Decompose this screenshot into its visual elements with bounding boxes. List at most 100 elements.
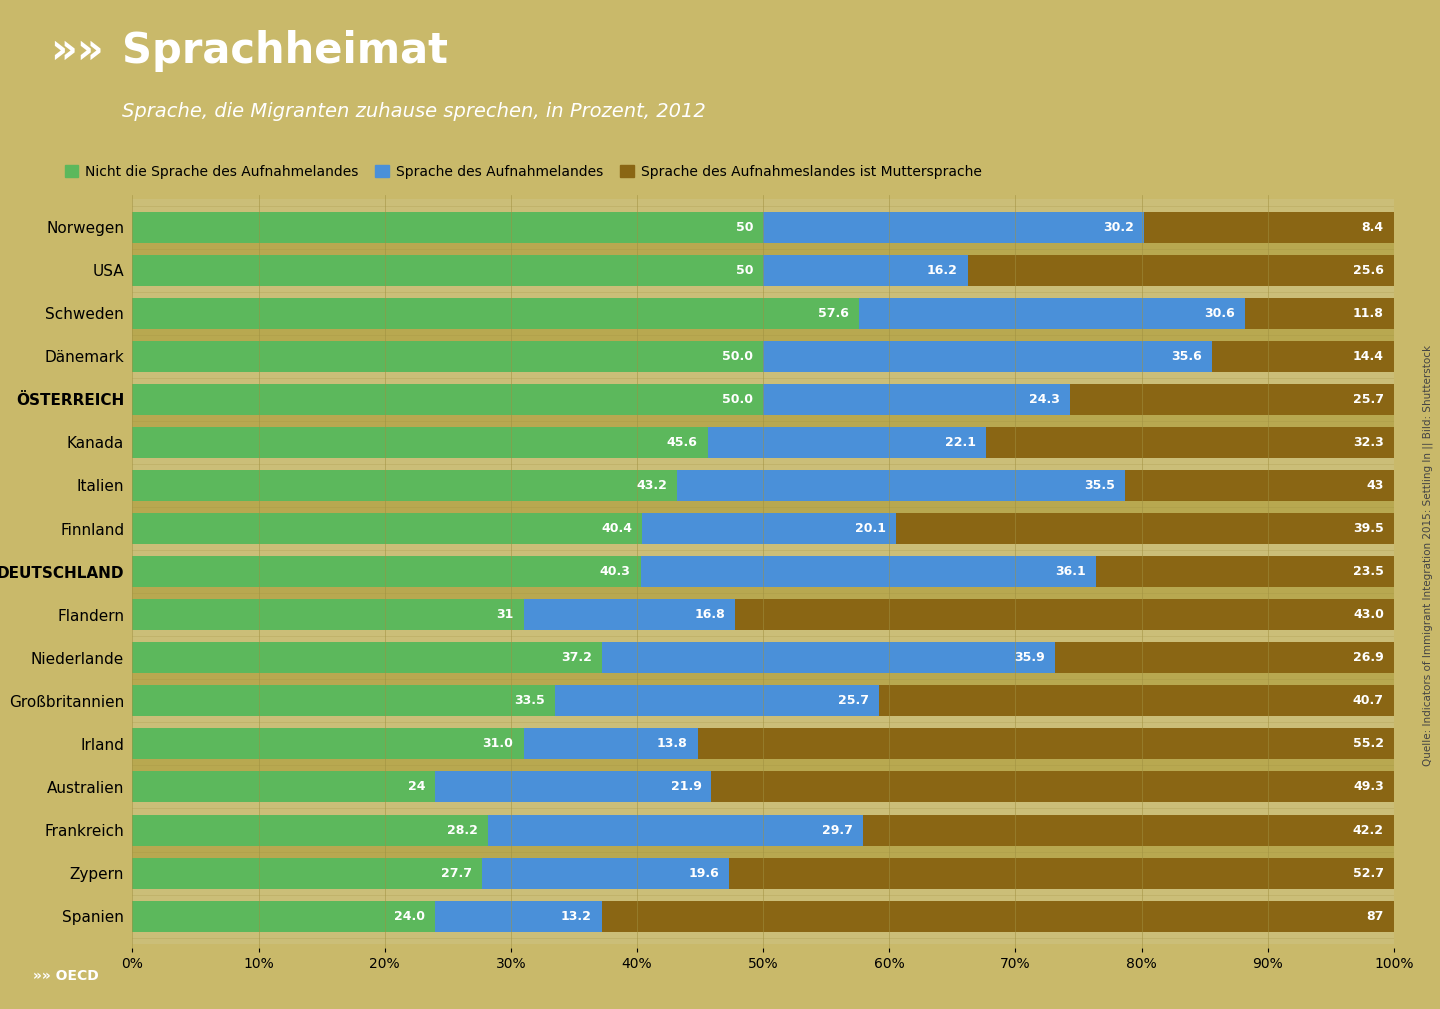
Text: 24: 24: [408, 780, 425, 793]
Bar: [763, 254, 968, 286]
Bar: [677, 470, 1125, 500]
Bar: [1212, 341, 1394, 371]
Text: 40.3: 40.3: [600, 565, 631, 578]
Text: »» OECD: »» OECD: [33, 969, 99, 983]
Bar: [132, 427, 707, 458]
Text: 45.6: 45.6: [667, 436, 697, 449]
Bar: [132, 457, 1394, 514]
Text: 23.5: 23.5: [1354, 565, 1384, 578]
Bar: [132, 212, 763, 242]
Bar: [896, 513, 1394, 544]
Bar: [697, 728, 1394, 760]
Bar: [1246, 298, 1394, 329]
Text: 13.2: 13.2: [560, 910, 592, 922]
Text: 43.0: 43.0: [1354, 608, 1384, 622]
Bar: [132, 772, 435, 802]
Text: 24.3: 24.3: [1028, 393, 1060, 406]
Text: 43.2: 43.2: [636, 479, 667, 492]
Bar: [132, 901, 435, 931]
Text: 52.7: 52.7: [1352, 867, 1384, 880]
Text: 22.1: 22.1: [946, 436, 976, 449]
Text: 50.0: 50.0: [721, 350, 753, 363]
Text: 19.6: 19.6: [688, 867, 719, 880]
Text: 8.4: 8.4: [1362, 221, 1384, 233]
Bar: [132, 513, 642, 544]
Text: 36.1: 36.1: [1056, 565, 1086, 578]
Bar: [132, 814, 488, 846]
Text: Sprache, die Migranten zuhause sprechen, in Prozent, 2012: Sprache, die Migranten zuhause sprechen,…: [122, 102, 706, 120]
Bar: [880, 685, 1394, 716]
Text: 25.7: 25.7: [1352, 393, 1384, 406]
Bar: [132, 254, 763, 286]
Bar: [132, 888, 1394, 944]
Text: Quelle: Indicators of Immigrant Integration 2015: Settling In || Bild: Shutterst: Quelle: Indicators of Immigrant Integrat…: [1423, 344, 1433, 766]
Bar: [1070, 383, 1394, 415]
Bar: [132, 643, 602, 673]
Bar: [132, 673, 1394, 728]
Legend: Nicht die Sprache des Aufnahmelandes, Sprache des Aufnahmelandes, Sprache des Au: Nicht die Sprache des Aufnahmelandes, Sp…: [65, 165, 982, 179]
Bar: [132, 199, 1394, 255]
Bar: [132, 242, 1394, 298]
Text: 32.3: 32.3: [1354, 436, 1384, 449]
Text: 49.3: 49.3: [1354, 780, 1384, 793]
Text: 43: 43: [1367, 479, 1384, 492]
Text: 40.4: 40.4: [600, 522, 632, 535]
Bar: [132, 383, 763, 415]
Bar: [763, 212, 1145, 242]
Text: 30.2: 30.2: [1103, 221, 1135, 233]
Bar: [968, 254, 1394, 286]
Bar: [763, 341, 1212, 371]
Bar: [132, 556, 641, 587]
Text: 25.6: 25.6: [1354, 263, 1384, 276]
Text: 37.2: 37.2: [560, 651, 592, 664]
Bar: [132, 716, 1394, 772]
Text: 39.5: 39.5: [1354, 522, 1384, 535]
Text: 14.4: 14.4: [1352, 350, 1384, 363]
Bar: [860, 298, 1246, 329]
Text: 40.7: 40.7: [1352, 694, 1384, 707]
Bar: [524, 728, 697, 760]
Bar: [132, 759, 1394, 815]
Text: 26.9: 26.9: [1354, 651, 1384, 664]
Bar: [524, 599, 736, 631]
Bar: [132, 587, 1394, 643]
Bar: [763, 383, 1070, 415]
Text: 29.7: 29.7: [822, 823, 852, 836]
Bar: [132, 470, 677, 500]
Bar: [986, 427, 1394, 458]
Bar: [132, 728, 524, 760]
Text: 33.5: 33.5: [514, 694, 544, 707]
Bar: [482, 858, 729, 889]
Bar: [435, 772, 711, 802]
Bar: [554, 685, 880, 716]
Bar: [132, 858, 482, 889]
Bar: [132, 544, 1394, 599]
Text: 35.9: 35.9: [1014, 651, 1044, 664]
Bar: [132, 685, 554, 716]
Text: 35.5: 35.5: [1084, 479, 1115, 492]
Text: Sprachheimat: Sprachheimat: [122, 30, 448, 72]
Text: 27.7: 27.7: [441, 867, 472, 880]
Text: »»: »»: [50, 30, 104, 72]
Text: 16.2: 16.2: [926, 263, 958, 276]
Bar: [132, 328, 1394, 384]
Bar: [488, 814, 863, 846]
Text: 50.0: 50.0: [721, 393, 753, 406]
Text: 16.8: 16.8: [694, 608, 726, 622]
Text: 11.8: 11.8: [1354, 307, 1384, 320]
Text: 57.6: 57.6: [818, 307, 850, 320]
Bar: [602, 901, 1394, 931]
Bar: [1096, 556, 1394, 587]
Bar: [642, 513, 896, 544]
Bar: [132, 630, 1394, 686]
Bar: [1054, 643, 1394, 673]
Text: 13.8: 13.8: [657, 738, 687, 751]
Bar: [132, 341, 763, 371]
Text: 55.2: 55.2: [1352, 738, 1384, 751]
Bar: [132, 802, 1394, 858]
Text: 87: 87: [1367, 910, 1384, 922]
Bar: [132, 371, 1394, 427]
Bar: [1125, 470, 1394, 500]
Bar: [132, 415, 1394, 470]
Text: 42.2: 42.2: [1352, 823, 1384, 836]
